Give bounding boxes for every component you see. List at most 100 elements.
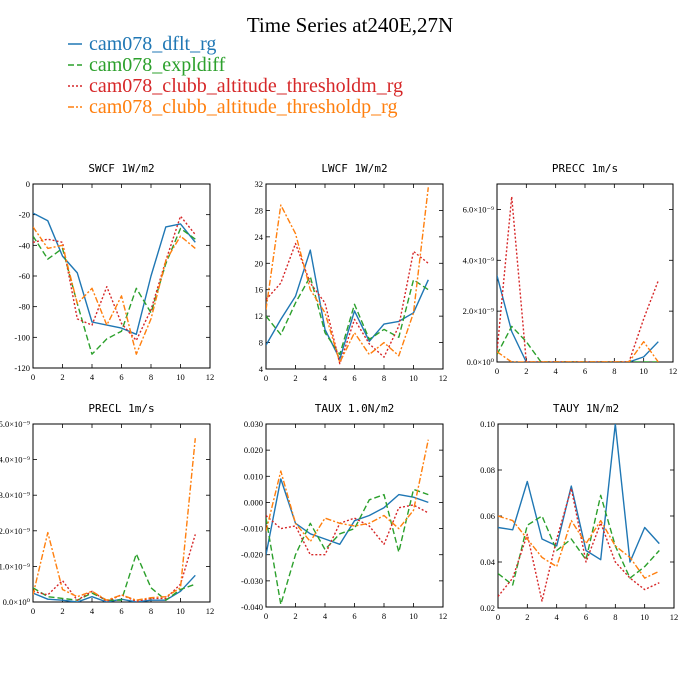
x-tick-label: 2 — [293, 373, 297, 383]
figure-title: Time Series at240E,27N — [247, 13, 453, 37]
y-tick-label: -0.020 — [241, 550, 263, 560]
panel-title: LWCF 1W/m2 — [321, 162, 387, 175]
y-tick-label: 4 — [259, 364, 264, 374]
y-tick-label: 0.10 — [480, 419, 495, 429]
y-tick-label: 4.0×10⁻⁹ — [0, 455, 30, 465]
chart-panel: TAUX 1.0N/m2 0 2 4 6 8 10 12 -0.040 -0.030 -0.020 -… — [241, 402, 447, 621]
series-line — [266, 488, 429, 606]
x-tick-label: 0 — [264, 611, 268, 621]
panel-title: PRECC 1m/s — [552, 162, 618, 175]
x-tick-label: 2 — [525, 612, 529, 622]
y-tick-label: -0.010 — [241, 524, 263, 534]
y-tick-label: 12 — [255, 311, 264, 321]
y-tick-label: 24 — [255, 232, 264, 242]
x-tick-label: 10 — [640, 612, 649, 622]
x-tick-label: 0 — [264, 373, 268, 383]
plot-frame — [496, 183, 674, 363]
y-tick-label: 0.000 — [244, 497, 263, 507]
plot-frame — [265, 183, 444, 370]
chart-panel: PRECL 1m/s 0 2 4 6 8 10 12 0.0×10⁰ 1.0×10⁻⁹ 2.0×10… — [0, 402, 214, 616]
y-tick-label: -20 — [19, 210, 30, 220]
x-tick-label: 8 — [612, 366, 616, 376]
y-tick-label: 0.0×10⁰ — [3, 597, 31, 607]
x-tick-label: 10 — [409, 611, 418, 621]
x-tick-label: 12 — [206, 372, 215, 382]
x-tick-label: 2 — [60, 606, 64, 616]
x-tick-label: 2 — [60, 372, 64, 382]
x-tick-label: 2 — [293, 611, 297, 621]
x-tick-label: 6 — [584, 612, 588, 622]
panel-title: TAUY 1N/m2 — [553, 402, 619, 415]
x-tick-label: 8 — [149, 606, 153, 616]
y-tick-label: 0.010 — [244, 471, 263, 481]
x-tick-label: 4 — [323, 611, 328, 621]
series-line — [266, 249, 429, 360]
x-tick-label: 6 — [352, 373, 356, 383]
y-tick-label: 5.0×10⁻⁹ — [0, 419, 30, 429]
y-tick-label: -120 — [14, 363, 30, 373]
x-tick-label: 6 — [583, 366, 587, 376]
x-tick-label: 8 — [613, 612, 617, 622]
series-line — [266, 242, 429, 365]
x-tick-label: 6 — [119, 606, 123, 616]
y-tick-label: 3.0×10⁻⁹ — [0, 490, 30, 500]
x-tick-label: 4 — [323, 373, 328, 383]
y-tick-label: 32 — [255, 179, 264, 189]
series-line — [266, 478, 429, 555]
y-tick-label: 6.0×10⁻⁹ — [463, 204, 494, 214]
chart-panel: SWCF 1W/m2 0 2 4 6 8 10 12 -120 -100 -80 -60 -40 -20 0 — [14, 162, 214, 382]
y-tick-label: 0.020 — [244, 445, 263, 455]
panel-title: TAUX 1.0N/m2 — [315, 402, 394, 415]
series-line — [497, 195, 659, 362]
x-tick-label: 0 — [31, 606, 35, 616]
legend-label: cam078_clubb_altitude_thresholdp_rg — [89, 96, 397, 118]
series-line — [33, 226, 196, 355]
y-tick-label: 0.04 — [480, 557, 496, 567]
x-tick-label: 6 — [119, 372, 123, 382]
legend-label: cam078_expldiff — [89, 54, 226, 76]
series-line — [266, 439, 429, 543]
y-tick-label: -60 — [19, 271, 30, 281]
y-tick-label: 28 — [255, 205, 264, 215]
x-tick-label: 10 — [409, 373, 418, 383]
y-tick-label: -100 — [14, 332, 30, 342]
series-line — [266, 504, 429, 556]
series-line — [33, 534, 196, 602]
x-tick-label: 4 — [554, 366, 559, 376]
series-line — [266, 187, 429, 364]
panel-title: PRECL 1m/s — [88, 402, 154, 415]
x-tick-label: 10 — [176, 372, 185, 382]
y-tick-label: -40 — [19, 240, 30, 250]
x-tick-label: 10 — [176, 606, 185, 616]
series-line — [498, 515, 660, 579]
chart-panel: PRECC 1m/s 0 2 4 6 8 10 12 0.0×10⁰ 2.0×10⁻⁹ 4.0×10… — [463, 162, 678, 376]
chart-panels: SWCF 1W/m20 2 4 6 8 10 12-120-100-80-60-40-200… — [0, 162, 678, 622]
panel-title: SWCF 1W/m2 — [88, 162, 154, 175]
y-tick-label: 4.0×10⁻⁹ — [463, 255, 494, 265]
series-line — [33, 574, 196, 602]
x-tick-label: 0 — [31, 372, 35, 382]
y-tick-label: 0.06 — [480, 511, 495, 521]
x-tick-label: 4 — [555, 612, 560, 622]
x-tick-label: 8 — [382, 373, 386, 383]
x-tick-label: 12 — [439, 373, 448, 383]
x-tick-label: 4 — [90, 372, 95, 382]
legend-label: cam078_dflt_rg — [89, 33, 216, 55]
y-tick-label: 0.0×10⁰ — [467, 357, 495, 367]
x-tick-label: 12 — [439, 611, 448, 621]
series-line — [33, 553, 196, 601]
y-tick-label: 2.0×10⁻⁹ — [0, 526, 30, 536]
y-tick-label: 0.02 — [480, 603, 495, 613]
series-line — [497, 325, 659, 362]
y-tick-label: -80 — [19, 302, 30, 312]
x-tick-label: 6 — [352, 611, 356, 621]
y-tick-label: 0.08 — [480, 465, 495, 475]
x-tick-label: 0 — [496, 612, 500, 622]
series-line — [498, 494, 660, 586]
y-tick-label: 2.0×10⁻⁹ — [463, 306, 494, 316]
series-line — [33, 215, 196, 342]
y-tick-label: -0.030 — [241, 576, 263, 586]
